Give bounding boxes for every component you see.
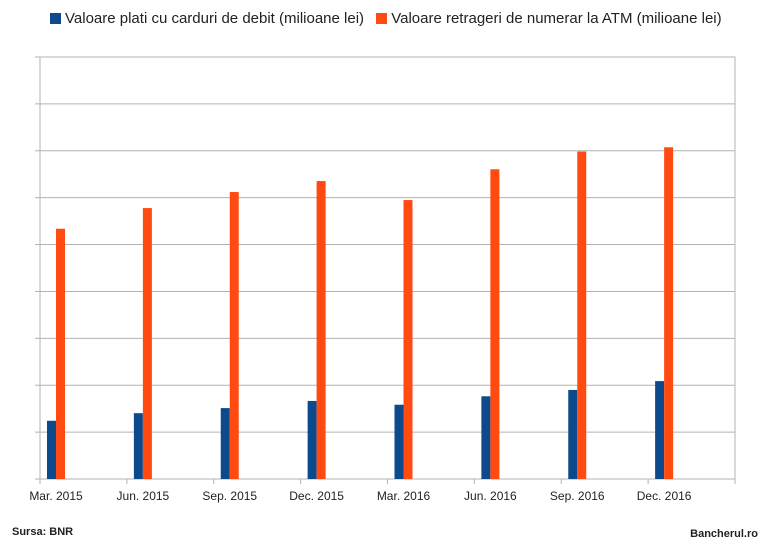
legend-item-atm: Valoare retrageri de numerar la ATM (mil…	[376, 10, 722, 27]
bar-atm-7	[664, 147, 674, 480]
x-tick-label: Mar. 2016	[377, 489, 431, 503]
legend-item-debit: Valoare plati cu carduri de debit (milio…	[50, 10, 364, 27]
x-tick-label: Dec. 2015	[289, 489, 344, 503]
legend-label-debit: Valoare plati cu carduri de debit (milio…	[65, 10, 365, 27]
bar-debit-7	[655, 381, 665, 479]
x-tick-label: Mar. 2015	[29, 489, 83, 503]
bar-atm-3	[316, 181, 326, 479]
chart-legend: Valoare plati cu carduri de debit (milio…	[50, 10, 730, 27]
bar-atm-1	[142, 208, 152, 480]
bar-debit-0	[47, 420, 56, 479]
x-tick-label: Sep. 2015	[202, 489, 257, 503]
bar-atm-4	[403, 200, 413, 480]
bar-atm-6	[577, 151, 587, 479]
bar-debit-1	[133, 413, 143, 479]
bar-atm-0	[56, 228, 65, 479]
bar-debit-5	[481, 396, 491, 479]
x-tick-label: Sep. 2016	[550, 489, 605, 503]
bar-debit-4	[394, 404, 404, 479]
x-tick-label: Dec. 2016	[637, 489, 692, 503]
x-tick-label: Jun. 2016	[464, 489, 517, 503]
bar-debit-2	[220, 408, 230, 479]
bar-debit-6	[568, 389, 578, 479]
legend-swatch-atm	[376, 13, 388, 24]
source-note: Sursa: BNR	[12, 526, 74, 538]
bar-debit-3	[307, 400, 317, 479]
x-tick-label: Jun. 2015	[117, 489, 170, 503]
brand-watermark: Bancherul.ro	[690, 528, 758, 540]
bar-atm-5	[490, 169, 500, 479]
legend-swatch-debit	[50, 13, 61, 24]
bar-atm-2	[229, 192, 239, 480]
legend-label-atm: Valoare retrageri de numerar la ATM (mil…	[391, 10, 722, 27]
